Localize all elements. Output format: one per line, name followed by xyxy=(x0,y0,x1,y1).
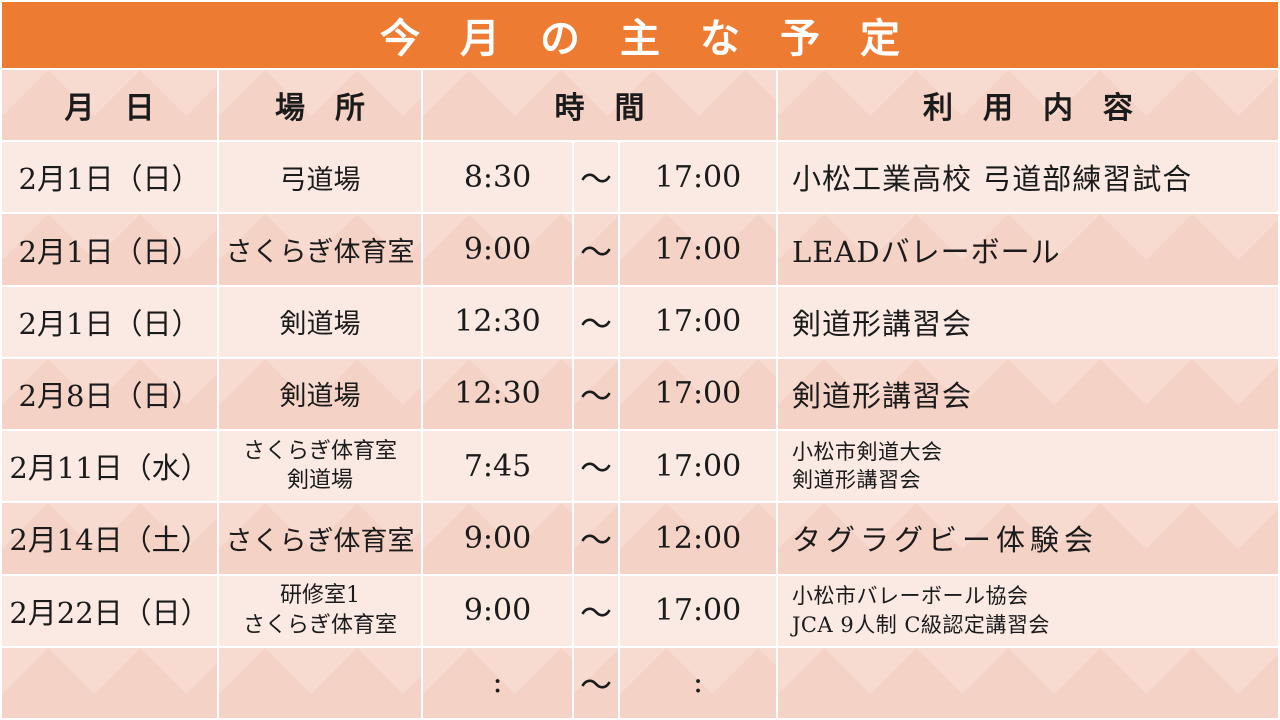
start-time-cell: 9:00 xyxy=(423,503,572,574)
start-time-cell: 9:00 xyxy=(423,214,572,285)
usage-cell xyxy=(778,647,1278,718)
start-time-cell: 8:30 xyxy=(423,142,572,213)
end-time-cell: 17:00 xyxy=(620,575,776,646)
date-cell: 2月1日（日） xyxy=(2,286,217,357)
header-cell-date: 月 日 xyxy=(2,70,217,141)
date-cell: 2月8日（日） xyxy=(2,358,217,430)
usage-cell: 小松市バレーボール協会 JCA 9人制 C級認定講習会 xyxy=(778,575,1278,646)
date-cell: 2月1日（日） xyxy=(2,214,217,285)
date-cell xyxy=(2,647,217,718)
place-cell: 剣道場 xyxy=(219,286,421,357)
start-time-cell: 12:30 xyxy=(423,286,572,357)
place-cell xyxy=(219,647,421,718)
header-cell-place: 場 所 xyxy=(219,70,421,141)
start-time-cell: 9:00 xyxy=(423,575,572,646)
usage-cell: 剣道形講習会 xyxy=(778,358,1278,430)
header-cell-usage: 利 用 内 容 xyxy=(778,70,1278,141)
start-time-cell: 7:45 xyxy=(423,431,572,502)
place-cell: さくらぎ体育室 xyxy=(219,214,421,285)
place-cell: さくらぎ体育室 剣道場 xyxy=(219,431,421,502)
tilde-cell: ～ xyxy=(574,647,618,718)
tilde-cell: ～ xyxy=(574,214,618,285)
page-title-bar: 今 月 の 主 な 予 定 xyxy=(2,2,1278,68)
end-time-cell: : xyxy=(620,647,776,718)
tilde-cell: ～ xyxy=(574,575,618,646)
header-cell-time: 時 間 xyxy=(423,70,776,141)
place-cell: さくらぎ体育室 xyxy=(219,503,421,574)
tilde-cell: ～ xyxy=(574,431,618,502)
end-time-cell: 17:00 xyxy=(620,286,776,357)
usage-cell: 小松工業高校 弓道部練習試合 xyxy=(778,142,1278,213)
place-cell: 研修室1 さくらぎ体育室 xyxy=(219,575,421,646)
place-cell: 弓道場 xyxy=(219,142,421,213)
end-time-cell: 17:00 xyxy=(620,142,776,213)
date-cell: 2月22日（日） xyxy=(2,575,217,646)
schedule-table: 月 日 場 所 時 間 利 用 内 容 2月1日（日） 弓道場 8:30 ～ 1… xyxy=(2,70,1278,718)
tilde-cell: ～ xyxy=(574,286,618,357)
tilde-cell: ～ xyxy=(574,503,618,574)
page-title: 今 月 の 主 な 予 定 xyxy=(380,15,900,62)
usage-cell: 小松市剣道大会 剣道形講習会 xyxy=(778,431,1278,502)
tilde-cell: ～ xyxy=(574,142,618,213)
end-time-cell: 12:00 xyxy=(620,503,776,574)
date-cell: 2月1日（日） xyxy=(2,142,217,213)
usage-cell: LEADバレーボール xyxy=(778,214,1278,285)
end-time-cell: 17:00 xyxy=(620,358,776,430)
end-time-cell: 17:00 xyxy=(620,214,776,285)
usage-cell: タグラグビー体験会 xyxy=(778,503,1278,574)
end-time-cell: 17:00 xyxy=(620,431,776,502)
start-time-cell: : xyxy=(423,647,572,718)
tilde-cell: ～ xyxy=(574,358,618,430)
date-cell: 2月11日（水） xyxy=(2,431,217,502)
start-time-cell: 12:30 xyxy=(423,358,572,430)
date-cell: 2月14日（土） xyxy=(2,503,217,574)
place-cell: 剣道場 xyxy=(219,358,421,430)
usage-cell: 剣道形講習会 xyxy=(778,286,1278,357)
